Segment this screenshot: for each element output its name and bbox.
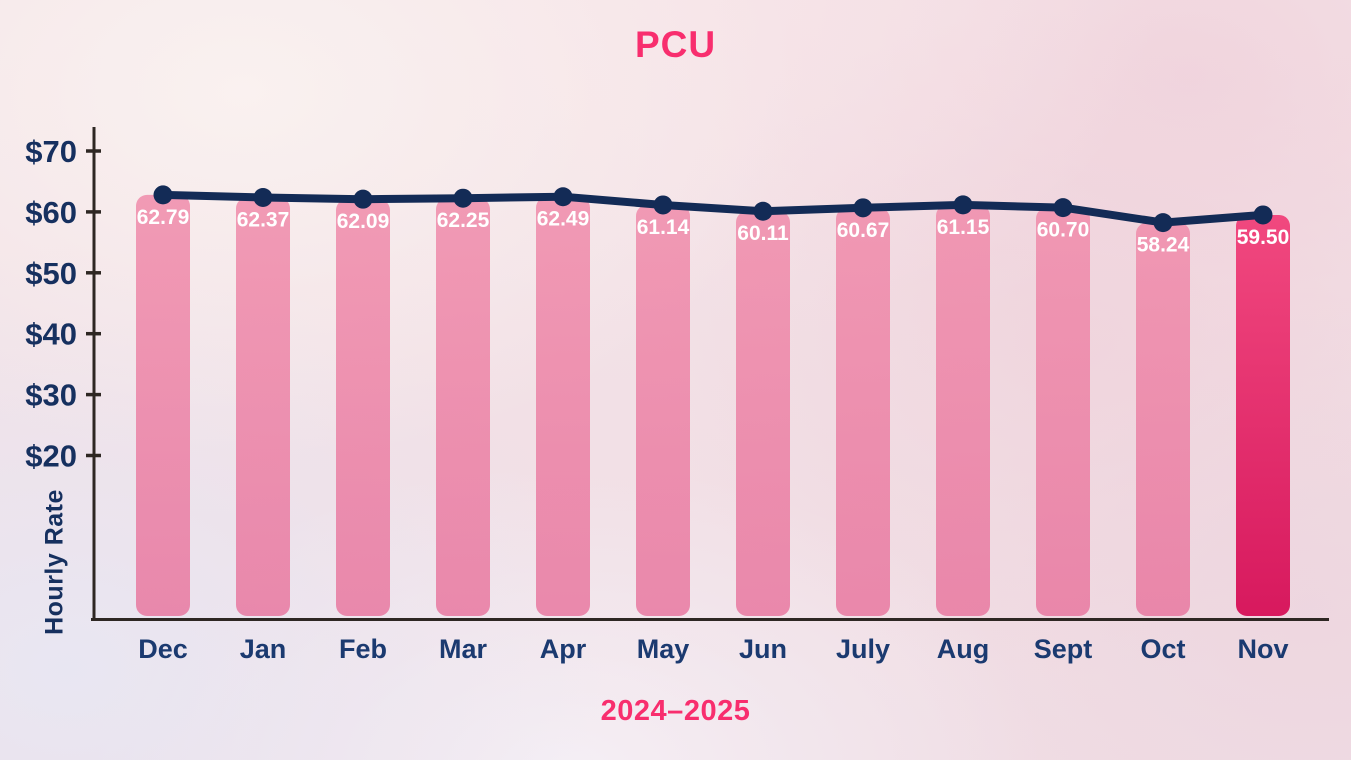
bar <box>1236 214 1290 616</box>
x-category-label: Feb <box>339 634 387 664</box>
bar <box>436 198 490 616</box>
x-category-label: Dec <box>138 634 188 664</box>
bar <box>136 194 190 616</box>
data-point-marker <box>1053 198 1073 218</box>
x-category-label: Oct <box>1140 634 1185 664</box>
bar <box>1136 222 1190 616</box>
data-point-marker <box>653 195 673 215</box>
data-point-marker <box>1153 213 1173 233</box>
data-point-marker <box>353 189 373 209</box>
data-point-marker <box>753 201 773 221</box>
bar-value-label: 58.24 <box>1137 234 1190 257</box>
x-category-label: Jan <box>240 634 287 664</box>
bar-value-label: 60.11 <box>737 222 789 245</box>
bar <box>636 204 690 616</box>
data-point-marker <box>553 187 573 207</box>
bar-value-label: 60.67 <box>837 219 890 242</box>
bar-value-label: 60.70 <box>1037 219 1090 242</box>
x-axis-title: 2024–2025 <box>600 695 751 727</box>
data-point-marker <box>153 185 173 205</box>
y-tick-label: $70 <box>25 134 77 169</box>
x-category-label: May <box>637 634 690 664</box>
x-category-label: Aug <box>937 634 989 664</box>
bar <box>736 211 790 616</box>
bar-value-label: 62.79 <box>137 206 190 229</box>
y-tick-label: $30 <box>25 378 77 413</box>
bar-value-label: 62.25 <box>437 209 490 232</box>
bar <box>1036 207 1090 616</box>
bar <box>236 197 290 616</box>
data-point-marker <box>453 188 473 208</box>
bar-value-label: 59.50 <box>1237 226 1290 249</box>
bar-value-label: 61.14 <box>637 216 690 239</box>
data-point-marker <box>853 198 873 218</box>
x-category-label: Apr <box>540 634 587 664</box>
y-tick-label: $60 <box>25 195 77 230</box>
data-point-marker <box>253 187 273 207</box>
bar <box>536 196 590 616</box>
bar-value-label: 61.15 <box>937 216 990 239</box>
x-category-label: Sept <box>1034 634 1093 664</box>
x-category-label: Mar <box>439 634 488 664</box>
bar <box>336 199 390 616</box>
x-category-label: Nov <box>1237 634 1288 664</box>
y-tick-label: $40 <box>25 317 77 352</box>
bar-value-label: 62.37 <box>237 208 290 231</box>
trend-line <box>159 190 1267 227</box>
bar-value-label: 62.09 <box>337 210 390 233</box>
chart-title: PCU <box>634 24 717 65</box>
data-point-marker <box>953 195 973 215</box>
x-category-label: Jun <box>739 634 787 664</box>
data-point-marker <box>1253 205 1273 225</box>
y-tick-label: $20 <box>25 439 77 474</box>
y-tick-label: $50 <box>25 256 77 291</box>
bar <box>836 207 890 616</box>
bar-value-label: 62.49 <box>537 208 590 231</box>
x-category-label: July <box>836 634 890 664</box>
bar <box>936 204 990 617</box>
